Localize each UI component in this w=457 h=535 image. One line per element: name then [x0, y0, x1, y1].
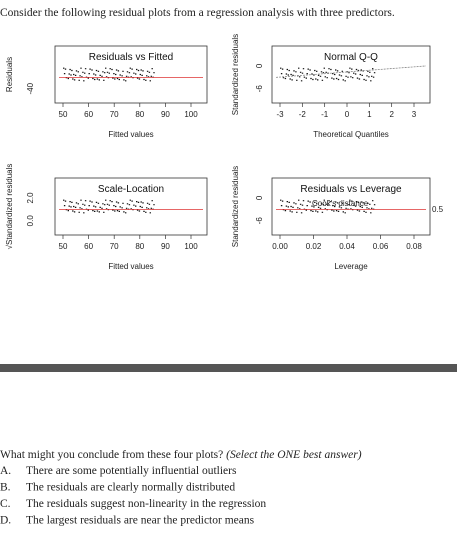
y-tick-label: -6 [255, 85, 264, 93]
point-cloud [280, 67, 376, 82]
annotation: 0.5 [432, 205, 444, 214]
divider [0, 364, 457, 372]
x-tick-label: 100 [184, 110, 198, 119]
option-letter: B. [0, 482, 11, 494]
x-tick-label: 2 [389, 110, 394, 119]
y-axis-label: Residuals [5, 57, 14, 92]
option-text: The residuals are clearly normally distr… [26, 482, 235, 494]
plot-frame [271, 177, 431, 236]
x-tick-label: 100 [184, 242, 198, 251]
x-tick-label: 0.06 [373, 242, 389, 251]
option-text: The largest residuals are near the predi… [26, 515, 255, 527]
y-tick-label: 2.0 [26, 192, 35, 204]
y-tick-label: -40 [26, 82, 35, 94]
x-axis-label: Fitted values [108, 130, 153, 139]
plot-frame [271, 45, 431, 104]
x-axis-label: Theoretical Quantiles [313, 130, 389, 139]
x-axis-label: Leverage [334, 262, 368, 271]
plot-title: Scale-Location [98, 184, 164, 195]
x-tick-label: 0.00 [272, 242, 288, 251]
x-tick-label: 80 [135, 242, 144, 251]
option-text: The residuals suggest non-linearity in t… [26, 498, 266, 510]
plot-title: Normal Q-Q [324, 52, 378, 63]
x-tick-label: -2 [299, 110, 307, 119]
plot-frame [54, 177, 208, 236]
x-tick-label: 60 [84, 110, 93, 119]
point-cloud [63, 67, 155, 82]
annotation: Cook's distance [312, 199, 369, 208]
y-tick-label: 0.0 [26, 215, 35, 227]
x-tick-label: 1 [367, 110, 372, 119]
x-tick-label: 60 [84, 242, 93, 251]
plot-frame [54, 45, 208, 104]
reference-line [275, 65, 427, 78]
question-text: What might you conclude from these four … [0, 449, 223, 461]
title: Consider the following residual plots fr… [0, 7, 395, 19]
point-cloud [280, 199, 376, 214]
x-tick-label: -1 [321, 110, 329, 119]
point-cloud [63, 199, 155, 214]
x-tick-label: 70 [110, 242, 119, 251]
x-tick-label: 80 [135, 110, 144, 119]
question-note: (Select the ONE best answer) [226, 449, 362, 461]
plot-title: Residuals vs Leverage [300, 184, 402, 195]
x-tick-label: 50 [59, 242, 68, 251]
plot-title: Residuals vs Fitted [89, 52, 173, 63]
x-tick-label: 70 [110, 110, 119, 119]
y-axis-label: Standardized residuals [231, 166, 240, 247]
y-tick-label: -6 [255, 217, 264, 225]
x-tick-label: 0 [345, 110, 350, 119]
option-letter: D. [0, 515, 11, 527]
x-tick-label: 90 [161, 110, 170, 119]
x-tick-label: 0.04 [339, 242, 355, 251]
y-tick-label: 0 [255, 63, 264, 68]
x-tick-label: 3 [412, 110, 417, 119]
x-tick-label: 90 [161, 242, 170, 251]
x-tick-label: 0.08 [406, 242, 422, 251]
x-tick-label: 0.02 [306, 242, 322, 251]
x-tick-label: 50 [59, 110, 68, 119]
x-tick-label: -3 [276, 110, 284, 119]
x-axis-label: Fitted values [108, 262, 153, 271]
question: What might you conclude from these four … [0, 449, 362, 461]
y-axis-label: Standardized residuals [231, 34, 240, 115]
option-letter: C. [0, 498, 11, 510]
option-text: There are some potentially influential o… [26, 465, 237, 477]
y-tick-label: 0 [255, 195, 264, 200]
option-letter: A. [0, 465, 11, 477]
y-axis-label: √Standardized residuals [5, 164, 14, 250]
